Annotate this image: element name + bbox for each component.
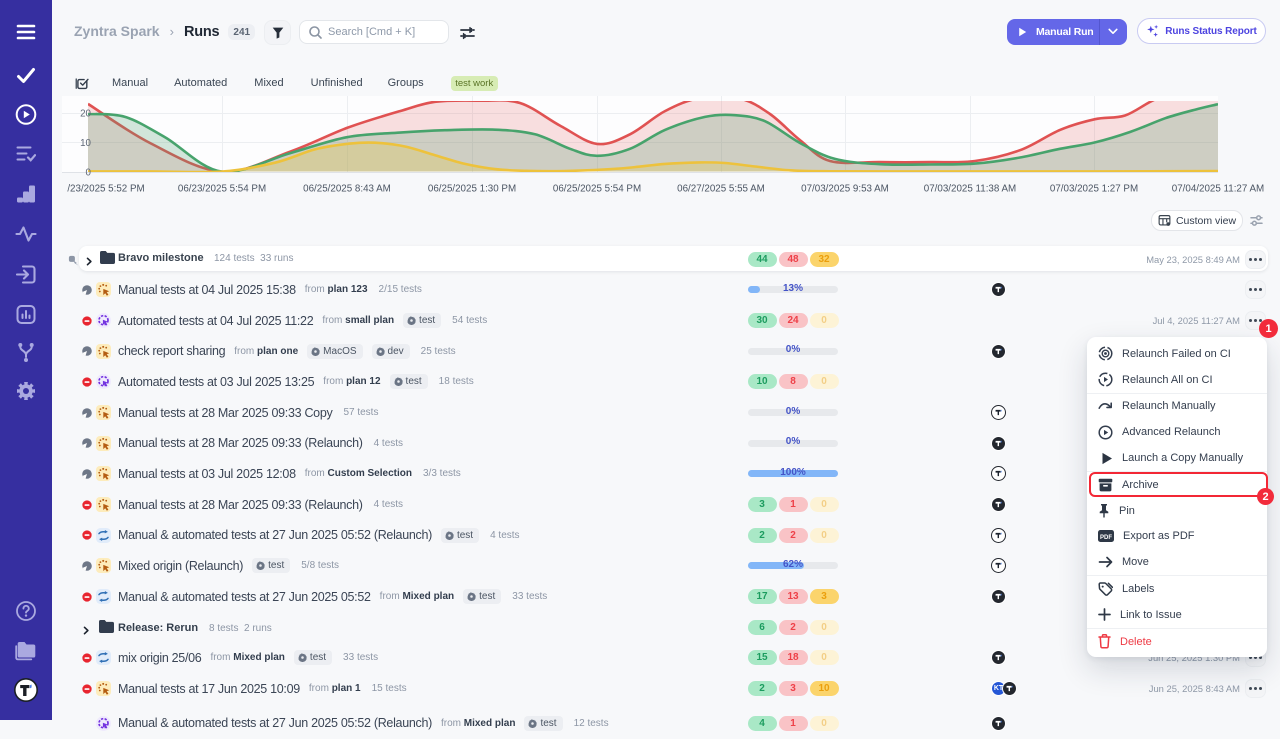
svg-text:06/27/2025 5:55 AM: 06/27/2025 5:55 AM <box>677 184 765 195</box>
svg-text:PDF: PDF <box>1100 535 1112 541</box>
svg-text:0: 0 <box>86 168 92 179</box>
svg-text:07/03/2025 1:27 PM: 07/03/2025 1:27 PM <box>1050 184 1138 195</box>
svg-text:07/03/2025 9:53 AM: 07/03/2025 9:53 AM <box>801 184 889 195</box>
svg-text:07/03/2025 11:38 AM: 07/03/2025 11:38 AM <box>924 184 1016 195</box>
svg-text:20: 20 <box>80 109 91 120</box>
svg-text:/23/2025 5:52 PM: /23/2025 5:52 PM <box>67 184 144 195</box>
svg-text:06/25/2025 1:30 PM: 06/25/2025 1:30 PM <box>428 184 516 195</box>
svg-text:06/25/2025 8:43 AM: 06/25/2025 8:43 AM <box>303 184 391 195</box>
svg-text:10: 10 <box>80 138 91 149</box>
svg-text:06/25/2025 5:54 PM: 06/25/2025 5:54 PM <box>553 184 641 195</box>
svg-text:07/04/2025 11:27 AM: 07/04/2025 11:27 AM <box>1172 184 1264 195</box>
svg-text:06/23/2025 5:54 PM: 06/23/2025 5:54 PM <box>178 184 266 195</box>
